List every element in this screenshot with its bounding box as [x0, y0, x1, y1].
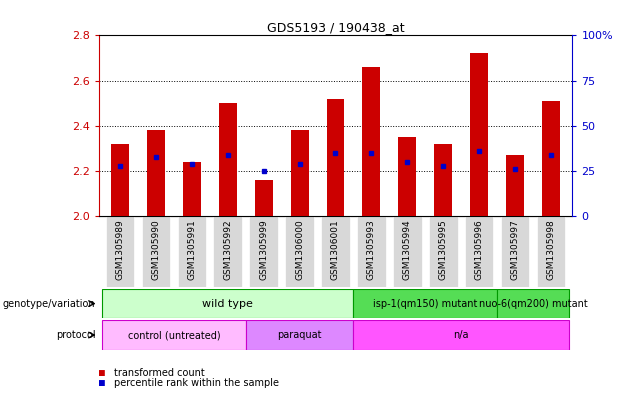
- Text: ■: ■: [99, 368, 104, 378]
- Text: GSM1305997: GSM1305997: [511, 220, 520, 281]
- Bar: [245, 320, 354, 350]
- Bar: [363, 67, 380, 216]
- Bar: [393, 216, 422, 287]
- Bar: [219, 103, 237, 216]
- Text: control (untreated): control (untreated): [128, 330, 220, 340]
- Bar: [357, 216, 386, 287]
- Bar: [434, 144, 452, 216]
- Bar: [501, 216, 529, 287]
- Bar: [214, 216, 242, 287]
- Bar: [291, 130, 308, 216]
- Bar: [142, 216, 170, 287]
- Text: ■: ■: [99, 378, 104, 388]
- Bar: [183, 162, 201, 216]
- Text: GSM1305999: GSM1305999: [259, 220, 268, 281]
- Text: GSM1306000: GSM1306000: [295, 220, 304, 281]
- Bar: [106, 216, 134, 287]
- Bar: [285, 216, 314, 287]
- Bar: [354, 289, 497, 318]
- Bar: [537, 216, 565, 287]
- Text: paraquat: paraquat: [277, 330, 322, 340]
- Text: transformed count: transformed count: [114, 368, 205, 378]
- Bar: [326, 99, 345, 216]
- Text: isp-1(qm150) mutant: isp-1(qm150) mutant: [373, 299, 478, 309]
- Text: percentile rank within the sample: percentile rank within the sample: [114, 378, 279, 388]
- Bar: [255, 180, 273, 216]
- Text: wild type: wild type: [202, 299, 253, 309]
- Title: GDS5193 / 190438_at: GDS5193 / 190438_at: [266, 21, 404, 34]
- Bar: [102, 289, 354, 318]
- Text: GSM1305996: GSM1305996: [474, 220, 483, 281]
- Bar: [470, 53, 488, 216]
- Bar: [429, 216, 457, 287]
- Text: genotype/variation: genotype/variation: [3, 299, 95, 309]
- Bar: [465, 216, 494, 287]
- Bar: [147, 130, 165, 216]
- Bar: [542, 101, 560, 216]
- Text: GSM1305992: GSM1305992: [223, 220, 232, 280]
- Text: nuo-6(qm200) mutant: nuo-6(qm200) mutant: [478, 299, 587, 309]
- Bar: [249, 216, 278, 287]
- Text: GSM1305994: GSM1305994: [403, 220, 411, 280]
- Bar: [497, 289, 569, 318]
- Bar: [398, 137, 416, 216]
- Bar: [102, 320, 245, 350]
- Text: GSM1305989: GSM1305989: [116, 220, 125, 281]
- Text: GSM1305998: GSM1305998: [546, 220, 555, 281]
- Text: GSM1305993: GSM1305993: [367, 220, 376, 281]
- Bar: [321, 216, 350, 287]
- Text: n/a: n/a: [453, 330, 469, 340]
- Bar: [111, 144, 129, 216]
- Text: GSM1305995: GSM1305995: [439, 220, 448, 281]
- Text: GSM1305991: GSM1305991: [188, 220, 197, 281]
- Text: GSM1305990: GSM1305990: [151, 220, 160, 281]
- Bar: [354, 320, 569, 350]
- Bar: [506, 155, 524, 216]
- Bar: [177, 216, 206, 287]
- Text: GSM1306001: GSM1306001: [331, 220, 340, 281]
- Text: protocol: protocol: [56, 330, 95, 340]
